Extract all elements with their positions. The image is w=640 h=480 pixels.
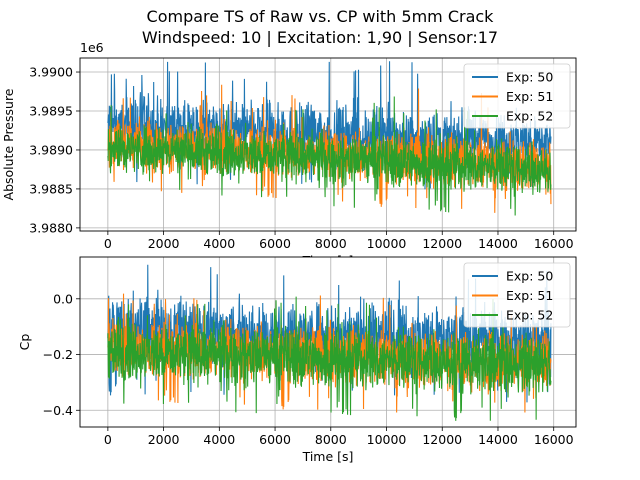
figure-title: Compare TS of Raw vs. CP with 5mm Crack xyxy=(146,7,494,26)
x-tick-label: 10000 xyxy=(367,236,407,251)
figure-subtitle: Windspeed: 10 | Excitation: 1,90 | Senso… xyxy=(141,28,499,47)
x-tick-label: 12000 xyxy=(422,432,462,447)
x-tick-label: 2000 xyxy=(148,432,180,447)
x-tick-label: 14000 xyxy=(478,432,518,447)
y-tick-label: 3.9900 xyxy=(29,65,73,80)
series-group xyxy=(107,264,552,421)
y-offset-label: 1e6 xyxy=(80,40,104,55)
x-tick-label: 8000 xyxy=(315,236,347,251)
y-tick-label: 3.9885 xyxy=(29,181,73,196)
series-group xyxy=(107,61,552,216)
axes-frame xyxy=(79,57,577,232)
y-axis-label: Absolute Pressure xyxy=(1,88,16,200)
x-tick-label: 14000 xyxy=(478,236,518,251)
legend-box xyxy=(463,262,571,328)
x-tick-label: 6000 xyxy=(259,236,291,251)
legend-label: Exp: 51 xyxy=(506,288,553,303)
x-tick-label: 12000 xyxy=(422,236,462,251)
y-tick-label: −0.2 xyxy=(43,347,73,362)
legend-label: Exp: 52 xyxy=(506,308,553,323)
y-tick-label: −0.4 xyxy=(43,403,73,418)
legend-label: Exp: 50 xyxy=(506,269,553,284)
x-tick-label: 10000 xyxy=(367,432,407,447)
x-tick-label: 2000 xyxy=(148,236,180,251)
legend-box xyxy=(463,63,571,129)
y-tick-label: 3.9895 xyxy=(29,103,73,118)
x-tick-label: 4000 xyxy=(203,236,235,251)
cp-axes: 0 2000 4000 6000 8000 10000 12000 14000 16000 −0.… xyxy=(17,256,577,464)
y-tick-label: 3.9890 xyxy=(29,142,73,157)
legend-label: Exp: 52 xyxy=(506,109,553,124)
x-tick-label: 16000 xyxy=(534,432,574,447)
x-tick-label: 8000 xyxy=(315,432,347,447)
legend: Exp: 50 Exp: 51 Exp: 52 xyxy=(463,63,571,129)
x-tick-label: 0 xyxy=(104,236,112,251)
y-tick-label: 0.0 xyxy=(53,291,73,306)
y-tick-label: 3.9880 xyxy=(29,220,73,235)
axes-frame xyxy=(79,256,577,428)
legend: Exp: 50 Exp: 51 Exp: 52 xyxy=(463,262,571,328)
series-line-exp-52 xyxy=(107,296,552,421)
legend-label: Exp: 51 xyxy=(506,89,553,104)
x-tick-label: 16000 xyxy=(534,236,574,251)
pressure-axes: 0 2000 4000 6000 8000 10000 12000 14000 16000 3.9… xyxy=(1,40,577,268)
legend-label: Exp: 50 xyxy=(506,70,553,85)
y-axis-label: Cp xyxy=(17,334,32,351)
series-line-exp-52 xyxy=(107,96,552,216)
x-tick-label: 6000 xyxy=(259,432,291,447)
x-tick-label: 4000 xyxy=(203,432,235,447)
x-axis-label: Time [s] xyxy=(302,449,354,464)
x-tick-label: 0 xyxy=(104,432,112,447)
